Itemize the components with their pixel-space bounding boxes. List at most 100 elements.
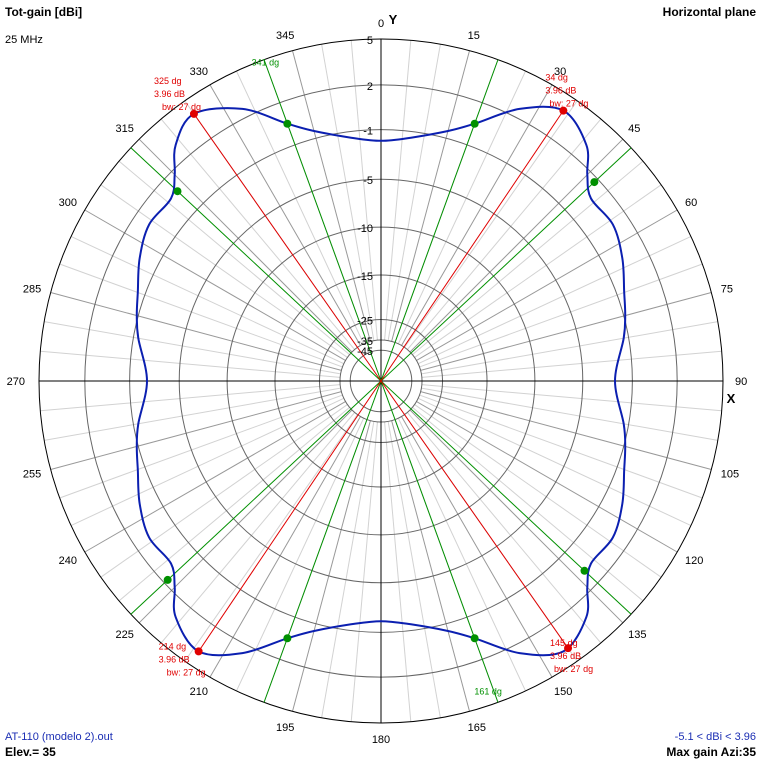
max-marker-label: bw: 27 dg xyxy=(554,664,593,674)
grid-spoke xyxy=(384,40,412,341)
main-axes: YX xyxy=(39,12,736,723)
beamwidth-lines xyxy=(130,59,632,703)
marker-layer: 34 dg 3.96 dB bw: 27 dg 145 dg 3.96 dB bw: 27… xyxy=(154,58,599,696)
grid-spoke xyxy=(236,417,365,692)
max-gain-dot xyxy=(189,109,198,118)
grid-spoke xyxy=(209,84,361,346)
beamwidth-line xyxy=(130,147,382,382)
ring-label: -45 xyxy=(357,346,373,358)
angle-tick-label: 45 xyxy=(628,123,640,135)
grid-spoke xyxy=(406,412,602,644)
angle-tick-label: 30 xyxy=(554,66,566,78)
y-axis-label: Y xyxy=(389,12,398,27)
ring-label: -10 xyxy=(357,223,373,235)
grid-spoke xyxy=(391,420,470,712)
grid-spoke xyxy=(416,401,678,553)
grid-spoke xyxy=(421,321,718,375)
beamwidth-dot xyxy=(283,119,292,128)
max-direction-line xyxy=(380,380,569,649)
grid-spoke xyxy=(236,70,365,345)
grid-spoke xyxy=(401,84,553,346)
max-gain-dot xyxy=(559,106,568,115)
max-marker-label: 325 dg xyxy=(154,76,182,86)
grid-spoke xyxy=(401,416,553,678)
grid-spoke xyxy=(406,118,602,350)
max-marker-label: bw: 27 dg xyxy=(167,667,206,677)
beamwidth-line xyxy=(380,380,499,703)
grid-spoke xyxy=(40,350,341,378)
grid-spoke xyxy=(40,384,341,412)
grid-spoke xyxy=(420,292,712,371)
ring-label: -15 xyxy=(357,271,373,283)
grid-spoke xyxy=(118,160,350,356)
file-name-label: AT-110 (modelo 2).out xyxy=(5,731,113,743)
angle-tick-label: 345 xyxy=(276,30,294,42)
grid-spoke xyxy=(409,409,624,624)
beamwidth-line xyxy=(380,380,632,615)
max-direction-line xyxy=(193,113,382,382)
angle-tick-label: 195 xyxy=(276,722,294,734)
grid-spoke xyxy=(421,350,722,378)
grid-spoke xyxy=(118,406,350,602)
max-marker-label: 3.96 dB xyxy=(159,654,190,664)
grid-spoke xyxy=(417,397,692,526)
grid-spoke xyxy=(321,421,375,718)
angle-labels: 0153045607590105120135150165180195210225… xyxy=(7,18,748,746)
beamwidth-dot xyxy=(580,566,589,575)
grid-spoke xyxy=(59,263,343,368)
angle-tick-label: 75 xyxy=(721,283,733,295)
beamwidth-dot xyxy=(470,634,479,643)
grid-spoke xyxy=(100,404,348,578)
beamwidth-dot xyxy=(173,187,182,196)
grid-spokes xyxy=(39,39,723,723)
grid-spoke xyxy=(44,387,341,441)
ring-label: -5 xyxy=(363,175,373,187)
grid-spoke xyxy=(84,401,346,553)
grid-spoke xyxy=(84,209,346,361)
ring-label: -25 xyxy=(357,315,373,327)
max-lines xyxy=(193,110,569,652)
grid-spoke xyxy=(412,406,644,602)
angle-tick-label: 330 xyxy=(190,66,208,78)
angle-tick-label: 180 xyxy=(372,734,390,746)
beamwidth-dot xyxy=(590,178,599,187)
grid-spoke xyxy=(421,384,722,412)
grid-spoke xyxy=(138,409,353,624)
grid-spoke xyxy=(44,321,341,375)
grid-spoke xyxy=(160,412,356,644)
angle-tick-label: 210 xyxy=(190,686,208,698)
frequency-label: 25 MHz xyxy=(5,34,43,46)
grid-spoke xyxy=(100,184,348,358)
angle-tick-label: 225 xyxy=(115,629,133,641)
grid-spoke xyxy=(421,387,718,441)
grid-spoke xyxy=(350,40,378,341)
grid-spoke xyxy=(391,50,470,342)
max-gain-dot xyxy=(194,647,203,656)
grid-spoke xyxy=(387,44,441,341)
grid-spoke xyxy=(387,421,441,718)
grid-spoke xyxy=(409,138,624,353)
plane-label: Horizontal plane xyxy=(662,5,756,19)
grid-spoke xyxy=(397,70,526,345)
angle-tick-label: 0 xyxy=(378,18,384,30)
grid-spoke xyxy=(350,421,378,722)
angle-tick-label: 135 xyxy=(628,629,646,641)
grid-spoke xyxy=(209,416,361,678)
max-gain-dot xyxy=(564,644,573,653)
angle-tick-label: 285 xyxy=(23,283,41,295)
beamwidth-dot xyxy=(283,634,292,643)
grid-spoke xyxy=(138,138,353,353)
beamwidth-line xyxy=(380,59,499,382)
grid-spoke xyxy=(292,420,371,712)
grid-spoke xyxy=(414,404,662,578)
grid-spoke xyxy=(321,44,375,341)
max-marker-label: 3.96 dB xyxy=(545,86,576,96)
grid-spoke xyxy=(292,50,371,342)
beamwidth-line xyxy=(263,380,382,703)
ring-label: -1 xyxy=(363,126,373,138)
grid-spoke xyxy=(419,394,703,499)
grid-spoke xyxy=(417,236,692,365)
max-marker-label: bw: 27 dg xyxy=(549,99,588,109)
grid-spoke xyxy=(404,100,578,348)
